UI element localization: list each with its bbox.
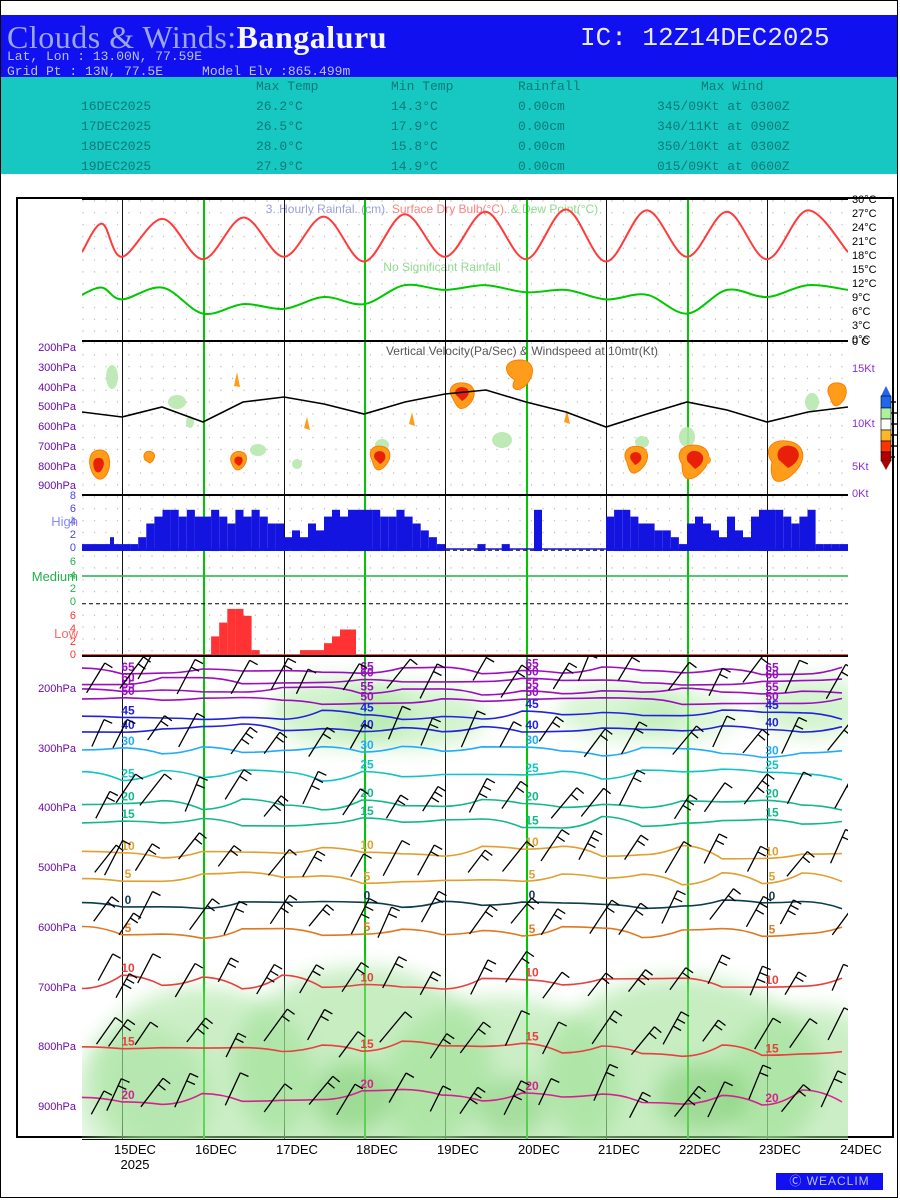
svg-text:20: 20: [525, 790, 539, 804]
svg-text:60: 60: [360, 666, 374, 680]
svg-text:10: 10: [121, 961, 135, 975]
svg-text:5: 5: [364, 920, 371, 934]
svg-text:10: 10: [360, 838, 374, 852]
svg-text:45: 45: [360, 701, 374, 715]
svg-text:30: 30: [525, 733, 539, 747]
svg-text:10: 10: [765, 845, 779, 859]
svg-text:40: 40: [360, 718, 374, 732]
svg-text:15: 15: [765, 1041, 779, 1055]
svg-text:10: 10: [525, 966, 539, 980]
svg-text:15: 15: [121, 807, 135, 821]
svg-text:5: 5: [364, 869, 371, 883]
svg-text:20: 20: [765, 786, 779, 800]
svg-text:30: 30: [360, 738, 374, 752]
svg-text:20: 20: [525, 1079, 539, 1093]
svg-text:50: 50: [121, 684, 135, 698]
svg-text:45: 45: [765, 698, 779, 712]
svg-text:15: 15: [525, 1029, 539, 1043]
svg-text:15: 15: [360, 804, 374, 818]
svg-text:5: 5: [125, 867, 132, 881]
svg-text:45: 45: [121, 703, 135, 717]
svg-text:20: 20: [121, 1088, 135, 1102]
svg-text:25: 25: [765, 758, 779, 772]
svg-text:45: 45: [525, 697, 539, 711]
svg-text:15: 15: [525, 813, 539, 827]
svg-text:20: 20: [765, 1091, 779, 1105]
svg-text:0: 0: [125, 893, 132, 907]
svg-text:5: 5: [529, 922, 536, 936]
svg-text:15: 15: [121, 1035, 135, 1049]
svg-text:0: 0: [364, 888, 371, 902]
svg-text:30: 30: [765, 743, 779, 757]
svg-text:30: 30: [121, 734, 135, 748]
svg-text:5: 5: [769, 922, 776, 936]
svg-text:5: 5: [769, 870, 776, 884]
svg-text:15: 15: [360, 1037, 374, 1051]
svg-text:15: 15: [765, 805, 779, 819]
svg-text:40: 40: [525, 718, 539, 732]
svg-text:5: 5: [125, 921, 132, 935]
svg-text:25: 25: [525, 761, 539, 775]
svg-text:25: 25: [360, 758, 374, 772]
svg-text:5: 5: [529, 867, 536, 881]
svg-text:40: 40: [765, 716, 779, 730]
